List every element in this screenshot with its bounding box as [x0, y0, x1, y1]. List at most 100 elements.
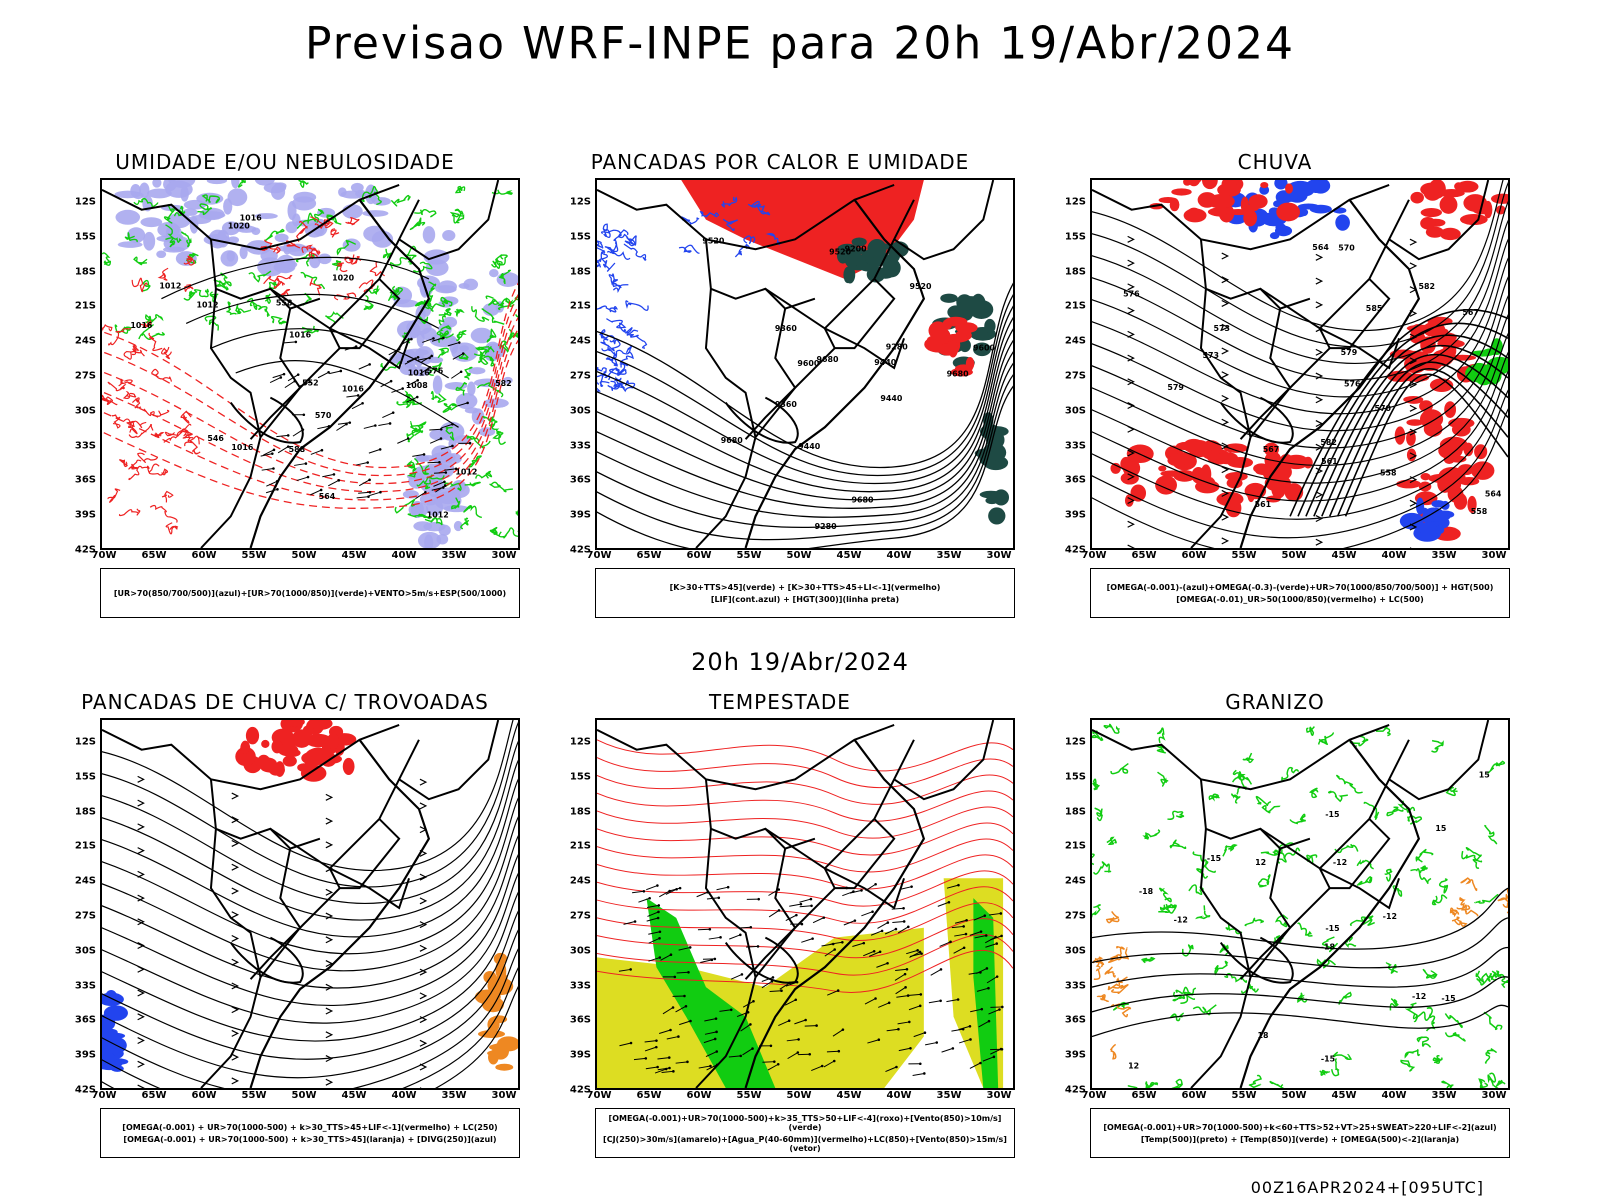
field-patch	[156, 250, 167, 259]
latitude-tick-label: 30S	[569, 945, 591, 957]
wind-vector-head	[432, 337, 435, 340]
latitude-tick-label: 33S	[74, 980, 96, 992]
field-patch	[220, 250, 239, 267]
latitude-tick-label: 33S	[569, 440, 591, 452]
coastline	[249, 739, 431, 1088]
wind-vector	[719, 1009, 732, 1012]
streamline-arrow	[1315, 538, 1324, 546]
contour-label: 582	[495, 379, 512, 388]
contour-fragment	[1195, 905, 1211, 920]
wind-vector	[925, 1042, 937, 1046]
longitude-tick-label: 55W	[241, 1090, 267, 1101]
wind-vector	[456, 402, 468, 407]
streamline-arrow	[1315, 348, 1324, 356]
wind-vector-head	[348, 421, 352, 424]
wind-vector	[894, 973, 906, 981]
streamline-arrow	[231, 1053, 240, 1061]
wind-vector-head	[962, 925, 965, 928]
contour-fragment	[597, 366, 603, 372]
wind-vector-head	[296, 373, 300, 376]
wind-vector-head	[837, 1049, 841, 1053]
streamline	[102, 722, 518, 888]
contour-fragment	[1331, 1058, 1340, 1077]
wind-vector	[868, 951, 881, 957]
field-patch	[182, 208, 198, 216]
height-contour	[1305, 334, 1508, 517]
contour-fragment	[1214, 960, 1229, 976]
contour-fragment	[1451, 916, 1468, 927]
contour-fragment	[1092, 861, 1112, 875]
wind-vector-head	[905, 967, 909, 971]
contour-fragment	[613, 233, 636, 246]
contour-fragment	[336, 262, 348, 273]
latitude-tick-label: 12S	[1064, 736, 1086, 748]
longitude-tick-label: 35W	[936, 550, 962, 561]
wind-vector	[909, 951, 921, 958]
wind-vector-head	[908, 1020, 911, 1024]
wind-vector-head	[980, 1007, 984, 1011]
wind-vector	[769, 990, 782, 992]
contour-fragment	[336, 239, 357, 256]
field-patch	[487, 980, 503, 990]
streamline-arrow	[1409, 428, 1418, 436]
wind-vector-head	[820, 1064, 824, 1068]
contour-fragment	[440, 296, 453, 307]
field-patch	[487, 1016, 500, 1033]
wind-vector-head	[752, 999, 755, 1003]
wind-vector	[969, 1062, 981, 1069]
height-contour	[1313, 345, 1508, 517]
field-patch	[1424, 513, 1451, 522]
contour-fragment	[1104, 966, 1117, 978]
wind-vector-head	[678, 886, 682, 890]
wind-vector-head	[810, 904, 813, 908]
wind-vector	[317, 425, 330, 430]
field-patch	[1260, 182, 1269, 189]
wind-vector	[908, 1005, 921, 1011]
wind-vector	[951, 1028, 964, 1032]
field-patch	[1167, 455, 1188, 467]
longitude-tick-label: 70W	[91, 550, 117, 561]
latitude-tick-label: 33S	[1064, 980, 1086, 992]
contour-fragment	[1192, 851, 1216, 873]
wind-vector	[852, 942, 864, 947]
wind-vector	[811, 1065, 823, 1072]
contour-fragment	[616, 363, 627, 376]
wind-vector	[982, 1056, 995, 1062]
contour-fragment	[1260, 849, 1280, 857]
field-patch	[1425, 226, 1444, 238]
wind-vector-head	[749, 925, 753, 929]
wind-vector	[444, 468, 457, 471]
contour-label: 1016	[130, 321, 153, 330]
field-patch	[468, 367, 486, 375]
contour-fragment	[466, 435, 491, 449]
wind-vector-head	[795, 913, 798, 917]
contour-fragment	[406, 427, 418, 443]
streamline-arrow	[137, 989, 145, 997]
contour-fragment	[201, 194, 220, 204]
wind-vector-head	[964, 932, 968, 936]
longitude-tick-label: 65W	[636, 1090, 662, 1101]
wind-vector	[768, 909, 780, 918]
wind-vector-head	[276, 488, 279, 491]
contour-fragment	[607, 380, 621, 392]
contour-fragment	[1092, 730, 1104, 742]
wind-vector-head	[272, 467, 275, 470]
contour-fragment	[1110, 762, 1129, 775]
field-patch	[317, 253, 332, 265]
wind-vector-head	[897, 1027, 900, 1031]
wind-vector	[895, 968, 908, 971]
latitude-tick-label: 24S	[569, 875, 591, 887]
wind-vector	[830, 941, 843, 945]
contour-fragment	[451, 208, 464, 224]
contour-fragment	[508, 328, 518, 340]
wind-vector	[429, 428, 442, 431]
latitude-tick-label: 33S	[74, 440, 96, 452]
contour-fragment	[161, 346, 172, 360]
wind-vector-head	[874, 882, 877, 886]
contour-fragment	[278, 288, 291, 298]
wind-vector-head	[968, 1024, 972, 1028]
wind-vector	[939, 941, 951, 947]
contour-fragment	[133, 197, 159, 209]
wind-vector	[937, 901, 950, 907]
wind-vector	[799, 905, 812, 908]
